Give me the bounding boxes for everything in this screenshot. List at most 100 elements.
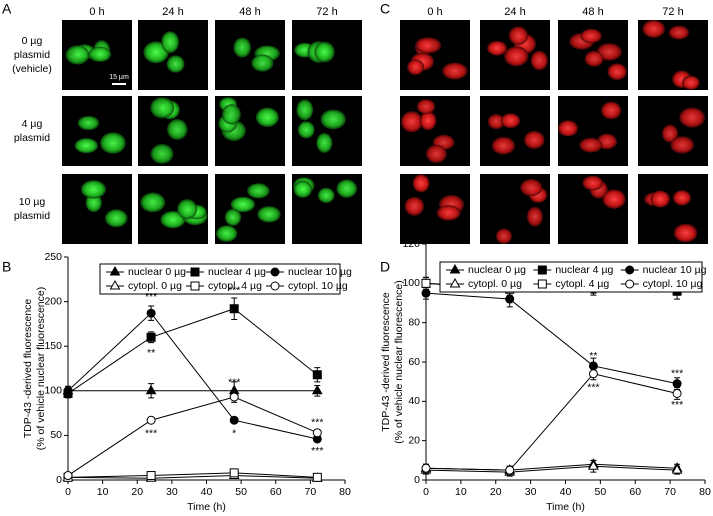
nucleus xyxy=(80,180,107,199)
marker xyxy=(229,304,239,314)
y-tick-label: 20 xyxy=(408,434,420,446)
y-axis-label: (% of vehicle nuclear fluorescence) xyxy=(393,280,405,443)
annotation: *** xyxy=(311,445,323,457)
marker xyxy=(421,288,431,298)
y-tick-label: 200 xyxy=(44,295,62,307)
nucleus xyxy=(104,209,128,228)
marker xyxy=(449,277,461,288)
nucleus xyxy=(251,54,274,72)
marker xyxy=(671,464,683,474)
nucleus xyxy=(602,189,626,209)
series-line xyxy=(425,292,678,385)
legend-label: nuclear 0 µg xyxy=(128,266,186,278)
nucleus xyxy=(679,107,705,128)
series-line xyxy=(425,373,678,471)
marker xyxy=(229,468,239,478)
annotation: *** xyxy=(228,377,240,389)
marker xyxy=(63,386,73,396)
nucleus xyxy=(584,50,604,67)
nucleus xyxy=(580,28,602,44)
nucleus xyxy=(247,183,270,199)
marker xyxy=(270,281,280,291)
marker xyxy=(63,471,73,481)
nucleus xyxy=(100,132,126,154)
row-label: plasmid xyxy=(14,132,50,144)
legend-label: nuclear 4 µg xyxy=(208,266,266,278)
x-tick-label: 30 xyxy=(166,486,178,498)
nucleus xyxy=(230,196,256,213)
nucleus xyxy=(579,137,603,153)
y-axis-label: TDP-43 -derived fluorescence xyxy=(22,299,34,439)
nucleus xyxy=(682,75,700,90)
nucleus xyxy=(582,175,604,191)
nucleus xyxy=(150,143,174,164)
series-line xyxy=(425,465,678,473)
nucleus xyxy=(166,55,185,73)
legend-label: cytopl. 0 µg xyxy=(468,278,522,290)
column-header: 72 h xyxy=(662,6,683,18)
nucleus xyxy=(526,206,543,227)
nucleus xyxy=(177,199,198,220)
y-axis-label: TDP-43 -derived fluorescence xyxy=(380,292,392,432)
x-tick-label: 80 xyxy=(699,486,711,498)
series-line xyxy=(67,472,318,478)
x-tick-label: 60 xyxy=(270,486,282,498)
nucleus xyxy=(487,114,505,130)
micrograph xyxy=(480,96,550,166)
nucleus xyxy=(257,206,281,223)
scale-bar-label: 15 µm xyxy=(109,74,129,81)
annotation: ** xyxy=(147,347,155,359)
marker xyxy=(672,388,682,398)
x-tick-label: 0 xyxy=(423,486,429,498)
y-tick-label: 80 xyxy=(408,316,420,328)
column-header: 72 h xyxy=(316,6,337,18)
micrograph xyxy=(62,96,132,166)
nucleus xyxy=(672,190,692,206)
marker xyxy=(421,278,431,288)
x-tick-label: 40 xyxy=(560,486,572,498)
x-tick-label: 20 xyxy=(490,486,502,498)
marker xyxy=(146,415,156,425)
nucleus xyxy=(415,37,442,54)
nucleus xyxy=(508,26,529,45)
y-tick-label: 100 xyxy=(44,385,62,397)
legend-label: cytopl. 4 µg xyxy=(208,280,262,292)
nucleus xyxy=(642,20,666,38)
marker xyxy=(588,460,599,470)
nucleus xyxy=(491,136,516,155)
y-tick-label: 120 xyxy=(402,238,420,250)
row-label: plasmid xyxy=(14,210,50,222)
marker xyxy=(229,392,239,402)
nucleus xyxy=(150,97,175,119)
y-axis-label: (% of vehicle nuclear fluorescence) xyxy=(35,287,47,450)
nucleus xyxy=(668,25,690,40)
x-axis-label: Time (h) xyxy=(546,501,585,513)
legend-label: nuclear 10 µg xyxy=(643,264,707,276)
nucleus xyxy=(224,208,242,226)
annotation: *** xyxy=(671,368,683,380)
marker xyxy=(146,332,156,342)
y-tick-label: 250 xyxy=(44,251,62,263)
nucleus xyxy=(160,211,186,229)
column-header: 24 h xyxy=(504,6,525,18)
x-tick-label: 40 xyxy=(201,486,213,498)
x-tick-label: 50 xyxy=(235,486,247,498)
marker xyxy=(449,263,461,274)
nucleus xyxy=(558,120,578,137)
nucleus xyxy=(74,138,99,154)
marker xyxy=(190,281,200,291)
nucleus xyxy=(419,111,437,131)
nucleus xyxy=(336,179,358,198)
column-header: 0 h xyxy=(427,6,442,18)
marker xyxy=(625,265,635,275)
column-header: 0 h xyxy=(89,6,104,18)
marker xyxy=(109,279,121,290)
panel-label: C xyxy=(380,1,390,17)
row-label: 10 µg xyxy=(19,196,46,208)
nucleus xyxy=(601,101,622,120)
y-tick-label: 50 xyxy=(50,429,62,441)
x-tick-label: 10 xyxy=(455,486,467,498)
x-tick-label: 30 xyxy=(525,486,537,498)
nucleus xyxy=(77,115,100,131)
